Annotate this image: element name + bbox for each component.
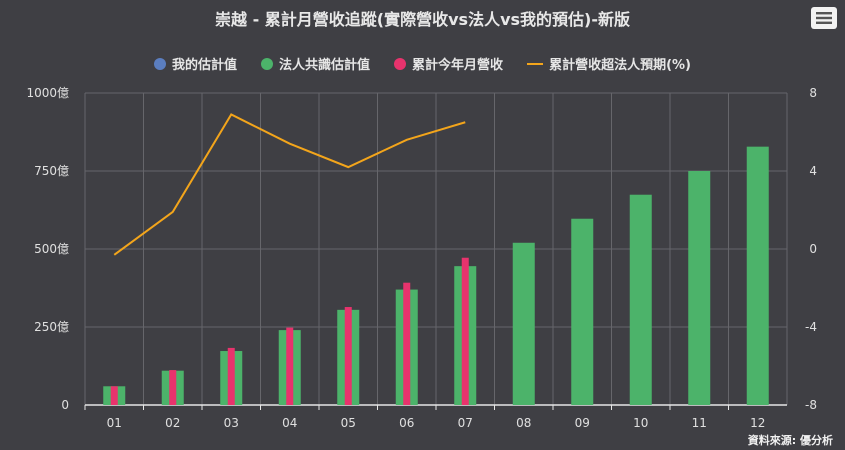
- legend-label-my-estimate: 我的估計值: [172, 58, 238, 73]
- x-tick-label: 04: [282, 416, 297, 430]
- x-tick-label: 12: [750, 416, 765, 430]
- legend-swatch-analyst-consensus: [261, 57, 274, 70]
- bar-actual-revenue: [461, 257, 469, 405]
- y-left-tick-label: 750億: [34, 164, 69, 178]
- bar-actual-revenue: [110, 386, 118, 405]
- data-source-credit: 資料來源: 優分析: [747, 434, 833, 447]
- bar-analyst-consensus: [512, 242, 535, 405]
- chart-title: 崇越 - 累計月營收追蹤(實際營收vs法人vs我的預估)-新版: [215, 10, 630, 29]
- x-tick-label: 05: [341, 416, 356, 430]
- x-tick-label: 08: [516, 416, 531, 430]
- legend-swatch-my-estimate: [154, 57, 167, 70]
- legend-label-beat-pct: 累計營收超法人預期(%): [549, 58, 691, 73]
- legend-item-actual-revenue[interactable]: 累計今年月營收: [394, 54, 503, 73]
- y-left-tick-label: 500億: [34, 242, 69, 256]
- bar-actual-revenue: [227, 347, 235, 405]
- y-right-tick-label: 8: [809, 86, 817, 100]
- legend-item-analyst-consensus[interactable]: 法人共識估計值: [261, 54, 370, 73]
- y-left-tick-label: 0: [61, 398, 69, 412]
- x-tick-label: 11: [692, 416, 707, 430]
- y-left-tick-label: 250億: [34, 320, 69, 334]
- bar-analyst-consensus: [571, 218, 594, 405]
- x-tick-label: 09: [575, 416, 590, 430]
- x-tick-label: 02: [165, 416, 180, 430]
- legend-label-actual-revenue: 累計今年月營收: [412, 58, 504, 73]
- legend-item-beat-pct[interactable]: 累計營收超法人預期(%): [527, 54, 691, 73]
- bar-analyst-consensus: [746, 146, 769, 405]
- bar-actual-revenue: [286, 327, 294, 405]
- x-tick-label: 03: [224, 416, 239, 430]
- bar-actual-revenue: [403, 282, 411, 405]
- line-beat-pct: [113, 113, 466, 256]
- x-tick-label: 06: [399, 416, 414, 430]
- y-left-tick-label: 1000億: [26, 86, 69, 100]
- hamburger-menu-icon: [816, 12, 832, 24]
- bar-analyst-consensus: [629, 194, 652, 405]
- y-right-tick-label: -4: [805, 320, 817, 334]
- legend-label-analyst-consensus: 法人共識估計值: [279, 58, 371, 73]
- legend-item-my-estimate[interactable]: 我的估計值: [154, 54, 237, 73]
- legend-swatch-beat-pct: [527, 62, 544, 65]
- x-tick-label: 07: [458, 416, 473, 430]
- legend-swatch-actual-revenue: [394, 57, 407, 70]
- y-right-tick-label: 0: [809, 242, 817, 256]
- chart-legend: 我的估計值 法人共識估計值 累計今年月營收 累計營收超法人預期(%): [0, 54, 845, 73]
- x-tick-label: 10: [633, 416, 648, 430]
- x-tick-label: 01: [107, 416, 122, 430]
- y-right-tick-label: -8: [805, 398, 817, 412]
- bar-actual-revenue: [344, 307, 352, 405]
- bar-actual-revenue: [169, 370, 177, 405]
- bar-analyst-consensus: [688, 171, 711, 405]
- y-right-tick-label: 4: [809, 164, 817, 178]
- chart-menu-button[interactable]: [811, 7, 837, 29]
